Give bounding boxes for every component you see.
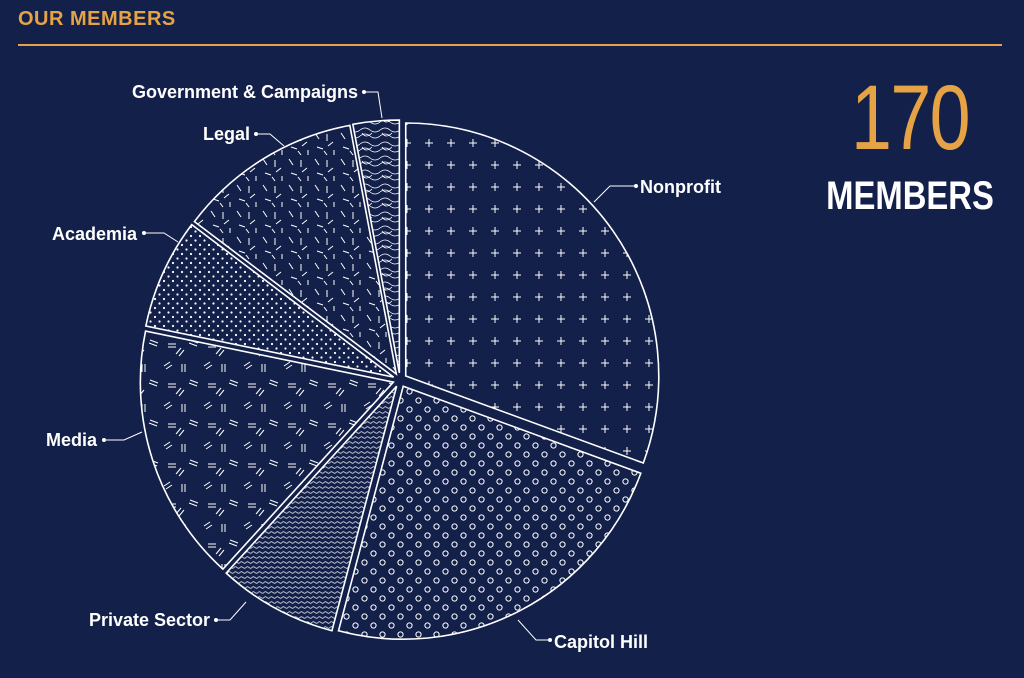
leader-line-capitol-hill: [517, 619, 550, 641]
leader-dot: [634, 184, 638, 188]
slice-label-private-sector: Private Sector: [89, 610, 210, 630]
leader-dot: [102, 438, 106, 442]
pie-slice-private-sector: [225, 385, 398, 632]
leader-line-government-campaigns: [364, 91, 383, 119]
leader-dot: [142, 231, 146, 235]
page-title: OUR MEMBERS: [18, 8, 176, 30]
leader-line-nonprofit: [593, 185, 636, 203]
slice-label-capitol-hill: Capitol Hill: [554, 632, 648, 652]
pie-slice-academia: [144, 223, 395, 378]
pie-slice-capitol-hill: [337, 385, 642, 641]
member-count-number: 170: [851, 67, 971, 169]
pie-slice-legal: [193, 124, 398, 376]
leader-dot: [548, 638, 552, 642]
pie-slice-media: [139, 330, 395, 571]
slice-label-academia: Academia: [52, 224, 138, 244]
header-divider: [18, 44, 1002, 46]
slice-label-government-campaigns: Government & Campaigns: [132, 82, 358, 102]
leader-line-academia: [144, 232, 179, 243]
slice-label-media: Media: [46, 430, 98, 450]
leader-dot: [254, 132, 258, 136]
leader-line-private-sector: [216, 601, 247, 621]
leader-dot: [214, 618, 218, 622]
member-count-label: MEMBERS: [826, 174, 994, 218]
pie-slice-nonprofit: [404, 122, 660, 465]
slice-label-nonprofit: Nonprofit: [640, 177, 721, 197]
leader-line-legal: [256, 133, 285, 147]
leader-line-media: [104, 431, 143, 441]
leader-dot: [362, 90, 366, 94]
slice-label-legal: Legal: [203, 124, 250, 144]
member-count: 170 MEMBERS: [800, 72, 1020, 219]
pie-slice-government-campaigns: [351, 119, 401, 374]
